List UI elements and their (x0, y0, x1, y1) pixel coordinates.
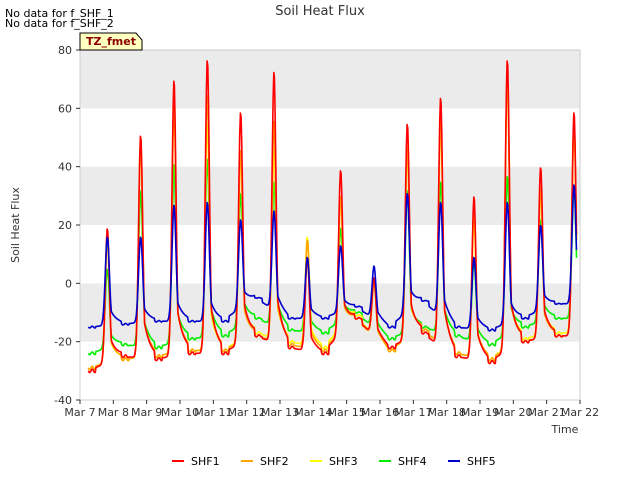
plot-background-bands (80, 50, 580, 400)
band-60-80 (80, 50, 580, 109)
legend-label-shf2: SHF2 (260, 455, 289, 468)
y-tick-label: 0 (65, 277, 72, 290)
legend-label-shf5: SHF5 (467, 455, 496, 468)
y-tick-label: -40 (54, 394, 72, 407)
x-tick-label: Mar 16 (361, 406, 399, 419)
tz-annotation-shape (79, 32, 143, 51)
legend-label-shf3: SHF3 (329, 455, 358, 468)
x-tick-label: Mar 20 (494, 406, 532, 419)
x-tick-label: Mar 17 (394, 406, 432, 419)
x-axis-label: Time (551, 423, 579, 436)
series-line-shf1 (87, 60, 578, 374)
band-20-40 (80, 166, 580, 225)
y-axis-label: Soil Heat Flux (9, 187, 22, 263)
x-tick-label: Mar 7 (64, 406, 95, 419)
band--20-0 (80, 283, 580, 342)
x-tick-label: Mar 11 (194, 406, 232, 419)
legend-label-shf1: SHF1 (191, 455, 220, 468)
no-data-note-2: No data for f_SHF_2 (5, 17, 114, 30)
tz-annotation-label: TZ_fmet (86, 35, 136, 48)
series-line-shf5 (87, 184, 578, 332)
x-tick-label: Mar 18 (428, 406, 466, 419)
series-lines (87, 60, 578, 374)
tz-annotation-box: TZ_fmet (79, 32, 143, 51)
y-tick-label: 60 (58, 102, 72, 115)
x-tick-label: Mar 9 (131, 406, 162, 419)
x-tick-label: Mar 15 (328, 406, 366, 419)
y-tick-label: 80 (58, 44, 72, 57)
no-data-note-1: No data for f_SHF_1 (5, 7, 114, 20)
y-axis: -40 -20 0 20 40 60 80 (54, 44, 80, 407)
x-tick-label: Mar 13 (261, 406, 299, 419)
y-tick-label: 40 (58, 161, 72, 174)
legend: SHF1 SHF2 SHF3 SHF4 SHF5 (172, 455, 496, 468)
x-tick-label: Mar 14 (294, 406, 332, 419)
x-tick-label: Mar 22 (561, 406, 599, 419)
band--40--20 (80, 341, 580, 400)
legend-label-shf4: SHF4 (398, 455, 427, 468)
x-tick-label: Mar 21 (528, 406, 566, 419)
y-tick-label: -20 (54, 336, 72, 349)
y-tick-label: 20 (58, 219, 72, 232)
band-0-20 (80, 225, 580, 284)
x-tick-label: Mar 8 (98, 406, 129, 419)
x-tick-label: Mar 12 (228, 406, 266, 419)
x-tick-label: Mar 10 (161, 406, 199, 419)
band-40-60 (80, 108, 580, 167)
x-tick-label: Mar 19 (461, 406, 499, 419)
chart-title: Soil Heat Flux (275, 4, 365, 19)
